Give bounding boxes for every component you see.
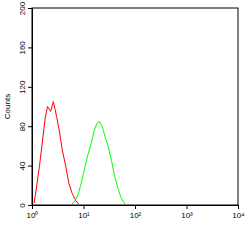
- y-tick-mark: [28, 126, 32, 127]
- y-tick-mark: [28, 166, 32, 167]
- x-axis-line: [33, 206, 239, 210]
- y-axis-title: Counts: [3, 94, 12, 119]
- y-tick-label: 80: [18, 122, 27, 131]
- x-tick-mark: [84, 205, 85, 209]
- plot-area: [34, 102, 126, 205]
- y-tick-mark: [28, 205, 32, 206]
- y-tick-label: 0: [18, 203, 27, 208]
- y-tick: 40: [18, 161, 32, 170]
- x-tick: 10⁰: [27, 205, 39, 220]
- x-tick-label: 10⁰: [27, 211, 39, 220]
- y-tick: 0: [18, 203, 32, 208]
- y-tick-label: 200: [18, 1, 27, 15]
- y-axis: 0 40 80 120 160 200: [18, 1, 33, 207]
- histogram-line: [34, 102, 78, 204]
- y-tick-label: 160: [18, 41, 27, 55]
- x-tick-label: 10¹: [78, 211, 90, 220]
- y-tick: 120: [18, 80, 32, 94]
- y-tick-mark: [28, 8, 32, 9]
- x-tick-label: 10⁴: [232, 211, 245, 220]
- histogram-line: [72, 121, 126, 205]
- plot-frame: [32, 8, 238, 205]
- y-tick-mark: [28, 87, 32, 88]
- chart: 10⁰ 10¹ 10² 10³ 10⁴ 0 40 80 120 160 200 Counts: [0, 0, 250, 225]
- x-tick: 10¹: [78, 205, 90, 220]
- y-tick-label: 120: [18, 80, 27, 94]
- x-tick-mark: [135, 205, 136, 209]
- x-tick: 10⁴: [232, 205, 245, 220]
- y-tick-label: 40: [18, 161, 27, 170]
- x-tick: 10²: [130, 205, 142, 220]
- y-tick: 80: [18, 122, 32, 131]
- y-tick: 200: [18, 1, 32, 15]
- x-tick-label: 10²: [130, 211, 142, 220]
- x-tick-mark: [187, 205, 188, 209]
- x-tick-label: 10³: [181, 211, 193, 220]
- y-tick-mark: [28, 47, 32, 48]
- x-axis: 10⁰ 10¹ 10² 10³ 10⁴: [27, 205, 246, 220]
- x-tick: 10³: [181, 205, 193, 220]
- y-tick: 160: [18, 41, 32, 55]
- x-tick-mark: [238, 205, 239, 209]
